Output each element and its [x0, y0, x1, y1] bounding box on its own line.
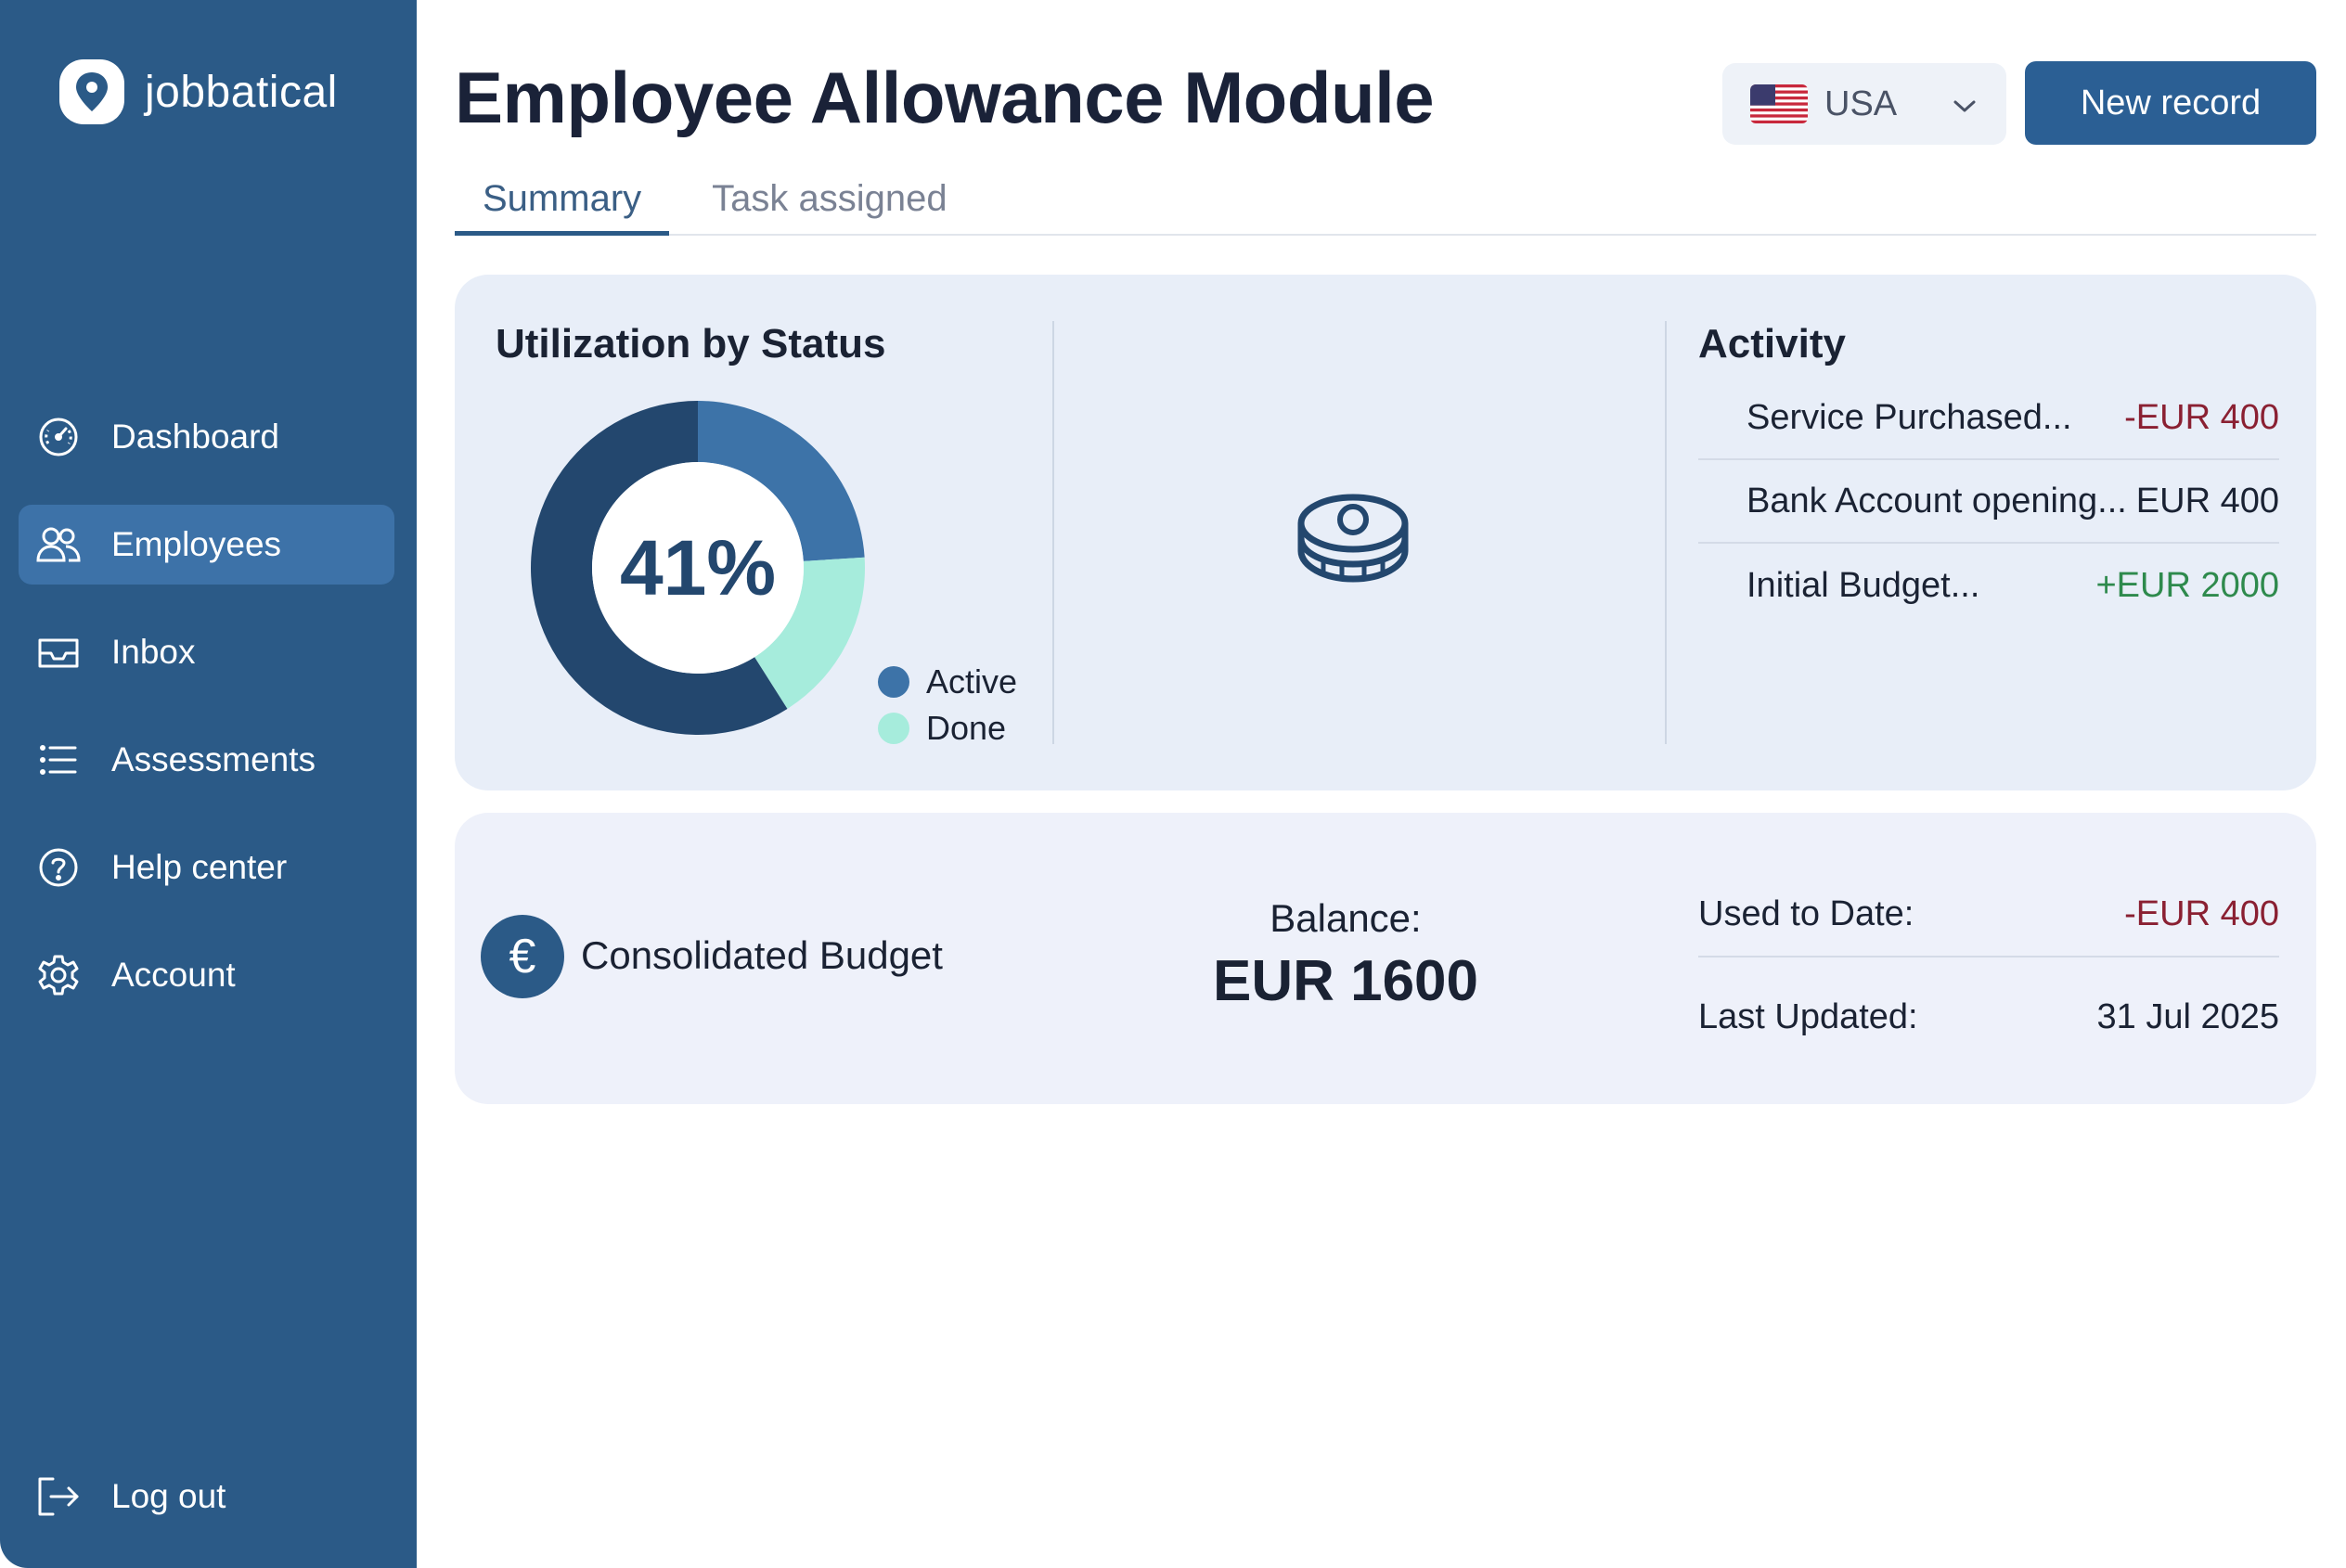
- utilization-donut-chart: [531, 401, 865, 735]
- activity-amount: -EUR 400: [2124, 397, 2279, 437]
- last-updated-row: Last Updated: 31 Jul 2025: [1698, 974, 2279, 1060]
- budget-stats: Used to Date: -EUR 400 Last Updated: 31 …: [1698, 872, 2279, 1060]
- activity-item[interactable]: Service Purchased... -EUR 400: [1698, 377, 2279, 460]
- balance-block: Balance: EUR 1600: [1160, 896, 1531, 1014]
- inbox-icon: [35, 629, 82, 675]
- sidebar: jobbatical Dashboard: [0, 0, 417, 1568]
- euro-icon: €: [481, 915, 564, 998]
- consolidated-budget-label: Consolidated Budget: [581, 933, 943, 977]
- section-divider: [1052, 321, 1054, 744]
- gauge-icon: [35, 414, 82, 460]
- activity-list: Service Purchased... -EUR 400 Bank Accou…: [1698, 377, 2279, 627]
- used-label: Used to Date:: [1698, 893, 1914, 933]
- chart-legend: Active Done: [878, 659, 1017, 752]
- sidebar-item-label: Inbox: [111, 633, 196, 671]
- sidebar-item-label: Dashboard: [111, 418, 280, 456]
- summary-card: Utilization by Status 41% Active Done Ac…: [455, 275, 2316, 790]
- logout-label: Log out: [111, 1477, 226, 1515]
- activity-title: Activity: [1698, 321, 1846, 366]
- sidebar-item-employees[interactable]: Employees: [19, 505, 394, 585]
- sidebar-item-account[interactable]: Account: [19, 935, 394, 1015]
- sidebar-item-label: Account: [111, 956, 236, 994]
- sidebar-item-assessments[interactable]: Assessments: [19, 720, 394, 800]
- utilization-title: Utilization by Status: [496, 321, 886, 366]
- legend-item-active: Active: [878, 659, 1017, 705]
- legend-item-done: Done: [878, 705, 1017, 752]
- sidebar-item-label: Employees: [111, 525, 282, 563]
- new-record-button[interactable]: New record: [2025, 61, 2316, 145]
- sidebar-nav: Dashboard Employees Inbox: [19, 397, 394, 1043]
- tab-task-assigned[interactable]: Task assigned: [712, 178, 947, 219]
- activity-item[interactable]: Initial Budget... +EUR 2000: [1698, 544, 2279, 627]
- chevron-down-icon: [1951, 84, 1979, 124]
- activity-label: Service Purchased...: [1747, 397, 2072, 437]
- location-pin-icon: [59, 59, 124, 124]
- page-title: Employee Allowance Module: [455, 57, 1435, 138]
- tab-bar: Summary Task assigned: [455, 169, 2316, 236]
- country-select[interactable]: USA: [1722, 63, 2006, 145]
- sidebar-item-help-center[interactable]: Help center: [19, 828, 394, 907]
- logout-button[interactable]: Log out: [35, 1473, 226, 1520]
- tab-summary[interactable]: Summary: [455, 169, 670, 236]
- sidebar-item-label: Assessments: [111, 740, 316, 778]
- updated-value: 31 Jul 2025: [2096, 996, 2280, 1036]
- donut-hole: [592, 462, 804, 674]
- balance-label: Balance:: [1270, 896, 1422, 940]
- legend-dot: [878, 713, 909, 744]
- sidebar-item-label: Help center: [111, 848, 288, 886]
- brand-logo[interactable]: jobbatical: [59, 59, 338, 124]
- help-icon: [35, 844, 82, 891]
- legend-label: Active: [926, 662, 1018, 700]
- activity-label: Initial Budget...: [1747, 565, 1980, 605]
- gear-icon: [35, 952, 82, 998]
- donut-segment-other: [698, 401, 865, 561]
- logout-icon: [35, 1473, 82, 1520]
- legend-label: Done: [926, 709, 1007, 747]
- balance-value: EUR 1600: [1212, 949, 1479, 1013]
- coin-icon: [1295, 492, 1411, 593]
- used-value: -EUR 400: [2124, 893, 2279, 933]
- used-to-date-row: Used to Date: -EUR 400: [1698, 872, 2279, 958]
- activity-item[interactable]: Bank Account opening... EUR 400: [1698, 460, 2279, 544]
- activity-amount: +EUR 2000: [2095, 565, 2279, 605]
- activity-label: Bank Account opening...: [1747, 481, 2127, 521]
- updated-label: Last Updated:: [1698, 996, 1918, 1036]
- legend-dot: [878, 666, 909, 698]
- country-label: USA: [1824, 84, 1898, 123]
- donut-segment-done: [754, 557, 865, 709]
- users-icon: [35, 521, 82, 568]
- section-divider: [1665, 321, 1667, 744]
- budget-card: € Consolidated Budget Balance: EUR 1600 …: [455, 813, 2316, 1104]
- activity-amount: EUR 400: [2135, 481, 2279, 521]
- sidebar-item-dashboard[interactable]: Dashboard: [19, 397, 394, 477]
- brand-name: jobbatical: [145, 67, 338, 117]
- us-flag-icon: [1750, 84, 1808, 123]
- sidebar-item-inbox[interactable]: Inbox: [19, 612, 394, 692]
- list-icon: [35, 737, 82, 783]
- donut-segment-active: [531, 401, 788, 735]
- donut-center-label: 41%: [619, 523, 777, 611]
